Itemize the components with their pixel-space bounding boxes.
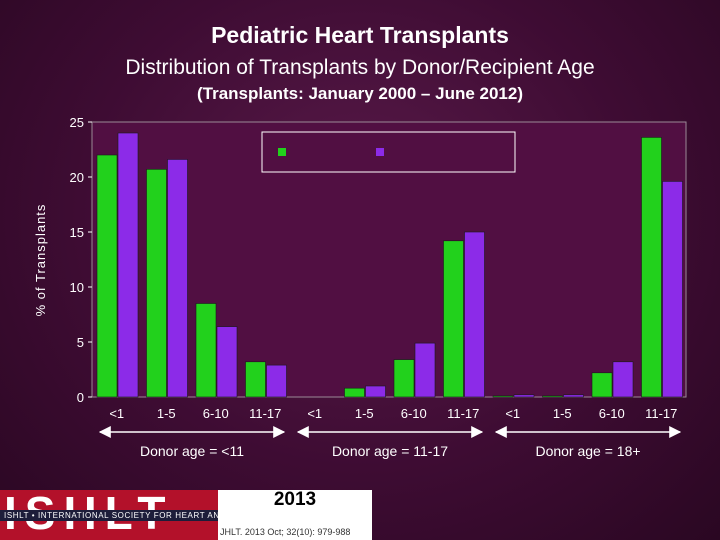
- y-tick-label: 0: [77, 390, 84, 405]
- y-axis-label: % of Transplants: [33, 204, 48, 317]
- x-tick-label: 11-17: [447, 406, 479, 421]
- bar-green-5: [344, 387, 365, 398]
- bar-purple-5: [365, 385, 386, 398]
- x-tick-label: 11-17: [645, 406, 677, 421]
- bar-green-2: [195, 303, 217, 398]
- group-label: Donor age = 11-17: [332, 443, 448, 459]
- bar-purple-2: [216, 326, 238, 398]
- bar-purple-7: [464, 231, 485, 398]
- bar-purple-0: [117, 132, 139, 398]
- legend-box: [261, 131, 516, 173]
- y-axis: 0 5 10 15 20 25: [70, 115, 92, 405]
- x-tick-label: 1-5: [355, 406, 374, 421]
- x-tick-label: <1: [307, 406, 322, 421]
- bar-green-8: [492, 395, 514, 398]
- year-box: 2013 JHLT. 2013 Oct; 32(10): 979-988: [218, 490, 372, 540]
- group-label: Donor age = <11: [140, 443, 244, 459]
- page-title: Pediatric Heart Transplants: [211, 22, 509, 48]
- y-tick-label: 20: [70, 170, 84, 185]
- y-tick-label: 25: [70, 115, 84, 130]
- bar-purple-11: [662, 181, 683, 398]
- x-tick-label: <1: [505, 406, 520, 421]
- bar-purple-1: [167, 159, 188, 398]
- x-tick-label: <1: [109, 406, 124, 421]
- bar-purple-9: [563, 394, 584, 398]
- legend: [261, 131, 516, 173]
- chart-period: (Transplants: January 2000 – June 2012): [197, 84, 523, 103]
- legend-swatch-purple: [376, 148, 384, 156]
- citation-text: JHLT. 2013 Oct; 32(10): 979-988: [220, 527, 351, 537]
- x-tick-label: 6-10: [203, 406, 229, 421]
- legend-swatch-green: [278, 148, 286, 156]
- group-label: Donor age = 18+: [535, 443, 640, 459]
- chart-subtitle: Distribution of Transplants by Donor/Rec…: [125, 56, 595, 79]
- y-tick-label: 10: [70, 280, 84, 295]
- bar-green-3: [245, 361, 266, 398]
- y-tick-label: 15: [70, 225, 84, 240]
- donor-age-groups: Donor age = <11 Donor age = 11-17 Donor ag…: [98, 426, 682, 459]
- bar-purple-3: [266, 364, 287, 398]
- bar-purple-10: [612, 361, 634, 398]
- org-name-band: ISHLT • INTERNATIONAL SOCIETY FOR HEART …: [0, 510, 372, 521]
- bar-purple-8: [513, 394, 535, 398]
- bar-green-7: [443, 240, 464, 398]
- bar-purple-6: [414, 342, 436, 398]
- bar-green-10: [591, 372, 613, 398]
- bar-green-9: [542, 395, 563, 398]
- bar-green-1: [146, 169, 167, 398]
- footer: ISHLT ISHLT • INTERNATIONAL SOCIETY FOR …: [0, 490, 372, 540]
- bars: [96, 132, 683, 398]
- x-tick-label: 6-10: [599, 406, 625, 421]
- plot-area: [91, 121, 687, 398]
- x-tick-label: 11-17: [249, 406, 281, 421]
- x-tick-labels: <1 1-5 6-10 11-17 <1 1-5 6-10 11-17 <1 1-5 6-10 11-…: [109, 406, 677, 421]
- bar-green-0: [96, 154, 118, 398]
- bar-green-11: [641, 137, 662, 398]
- x-tick-label: 1-5: [553, 406, 572, 421]
- x-tick-label: 6-10: [401, 406, 427, 421]
- year-label: 2013: [273, 489, 317, 510]
- bar-green-6: [393, 359, 415, 398]
- y-tick-label: 5: [77, 335, 84, 350]
- x-tick-label: 1-5: [157, 406, 176, 421]
